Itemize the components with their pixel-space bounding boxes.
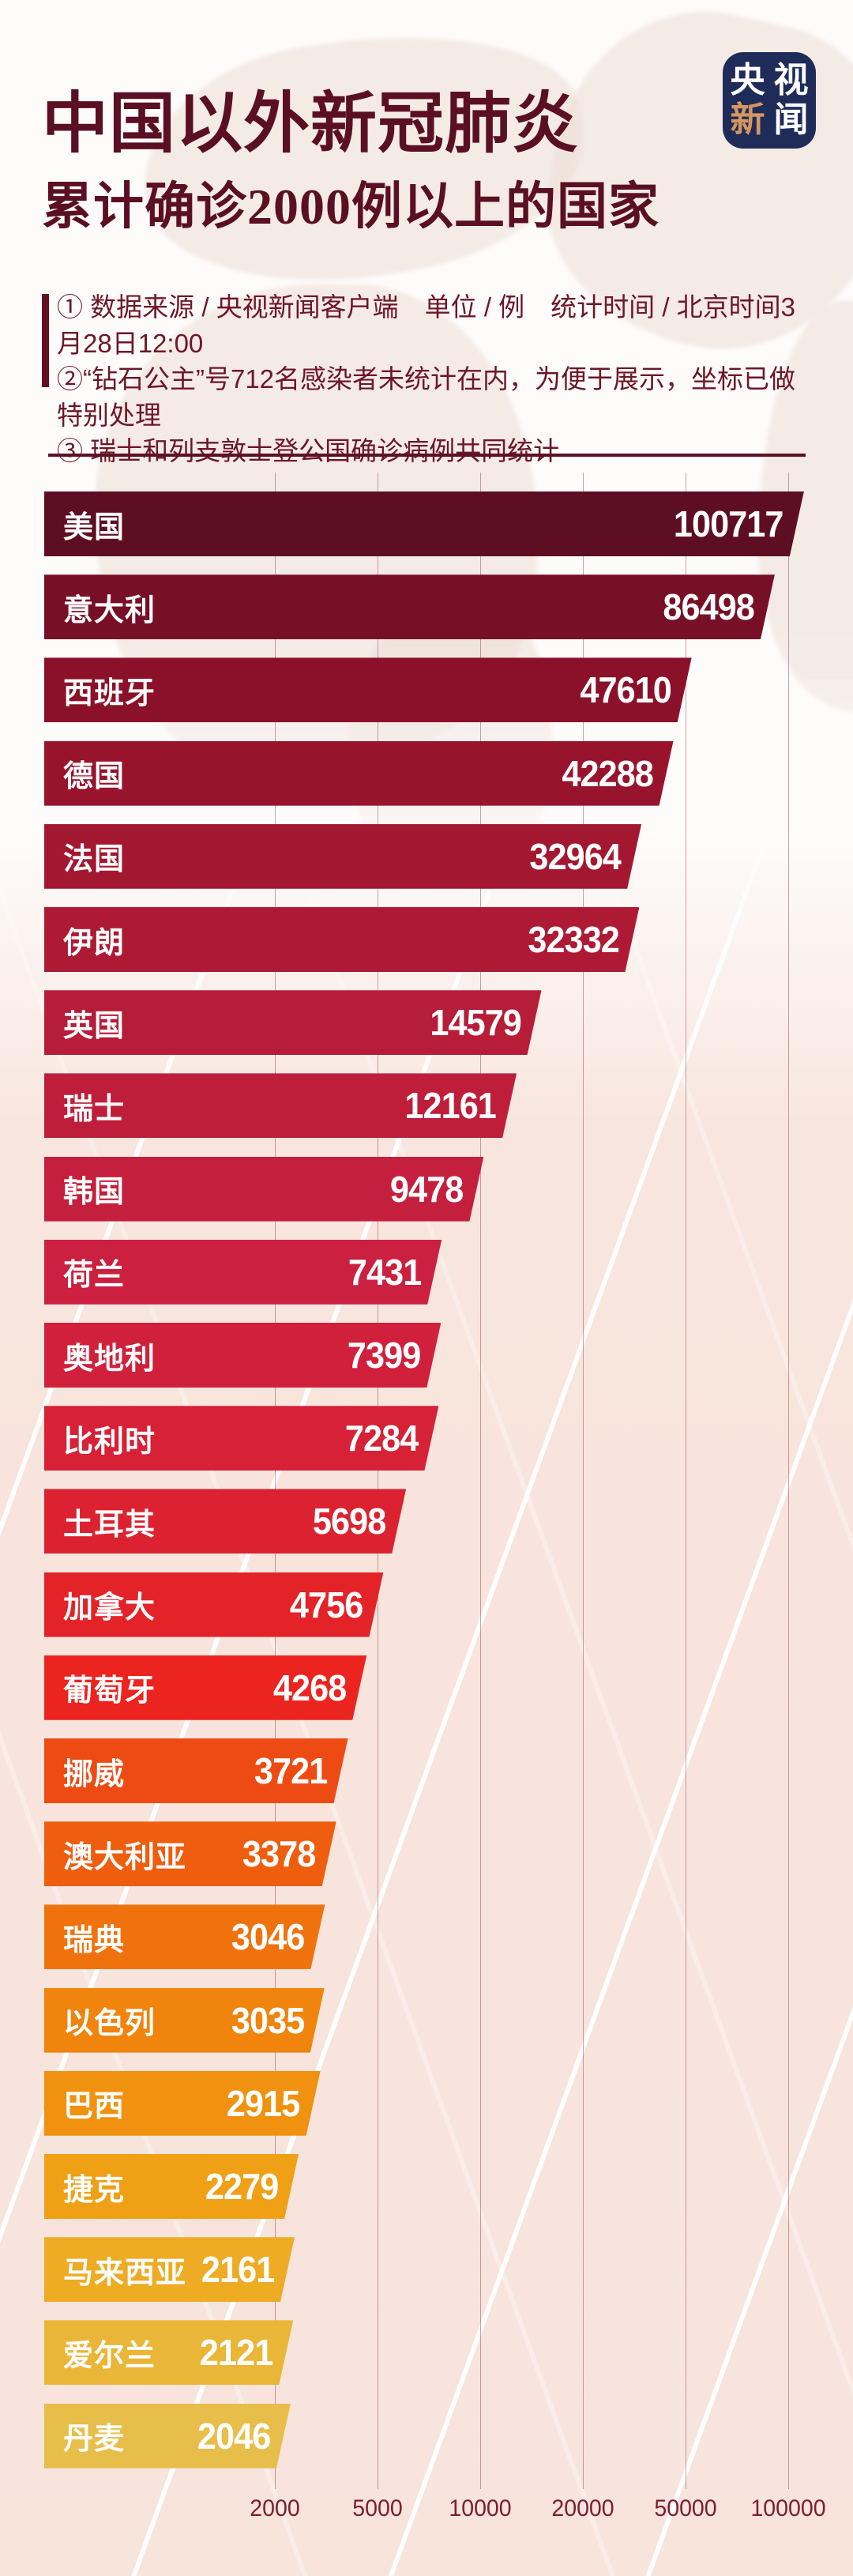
bar-row: 加拿大 4756 [44, 1572, 383, 1637]
note-line: ②“钻石公主”号712名感染者未统计在内，为便于展示，坐标已做特别处理 [57, 364, 796, 430]
country-label: 挪威 [63, 1757, 126, 1791]
bar-row: 英国 14579 [44, 990, 542, 1055]
logo-char: 央 [730, 61, 765, 100]
bar-row: 韩国 9478 [44, 1157, 483, 1222]
note-line: ③ 瑞士和列支敦士登公国确诊病例共同统计 [57, 436, 560, 465]
notes-accent-bar [42, 294, 49, 387]
value-label: 100717 [674, 503, 783, 544]
country-label: 马来西亚 [63, 2256, 187, 2290]
bar-row: 法国 32964 [44, 824, 641, 889]
header-divider [48, 454, 806, 457]
country-label: 韩国 [63, 1176, 126, 1210]
page-title-line1: 中国以外新冠肺炎 [42, 88, 580, 161]
value-label: 2279 [205, 2166, 279, 2207]
bar-row: 奥地利 7399 [44, 1323, 441, 1388]
axis-tick-label: 5000 [352, 2495, 403, 2521]
bar-row: 德国 42288 [44, 741, 674, 806]
axis-gridline [480, 473, 481, 2489]
country-label: 伊朗 [63, 926, 126, 960]
country-label: 美国 [63, 510, 126, 544]
country-label: 巴西 [63, 2090, 126, 2124]
value-label: 9478 [389, 1168, 464, 1210]
value-label: 7431 [348, 1251, 422, 1293]
value-label: 3035 [231, 1999, 304, 2041]
value-label: 14579 [429, 1002, 521, 1044]
bar-row: 马来西亚 2161 [44, 2237, 295, 2302]
country-label: 土耳其 [63, 1508, 156, 1542]
value-label: 3046 [231, 1916, 305, 1958]
bar-row: 以色列 3035 [44, 1988, 325, 2053]
value-label: 5698 [312, 1501, 386, 1542]
country-label: 瑞士 [63, 1092, 126, 1126]
cctv-news-logo: 央 视 新 闻 [723, 52, 816, 149]
value-label: 4756 [289, 1584, 363, 1625]
bar-row: 葡萄牙 4268 [44, 1655, 366, 1720]
value-label: 42288 [562, 752, 653, 794]
value-label: 32964 [529, 835, 622, 877]
bar-row: 瑞典 3046 [44, 1904, 325, 1969]
country-label: 意大利 [63, 593, 156, 627]
country-label: 西班牙 [63, 676, 156, 710]
bar-row: 土耳其 5698 [44, 1489, 406, 1554]
country-label: 捷克 [63, 2173, 126, 2207]
bar-row: 美国 100717 [44, 491, 804, 556]
note-line: ① 数据来源 / 央视新闻客户端 单位 / 例 统计时间 / 北京时间3月28日… [57, 292, 796, 358]
logo-char: 新 [730, 100, 765, 139]
notes-block: ① 数据来源 / 央视新闻客户端 单位 / 例 统计时间 / 北京时间3月28日… [57, 289, 815, 469]
country-label: 澳大利亚 [63, 1840, 187, 1874]
bar-row: 瑞士 12161 [44, 1073, 517, 1138]
value-label: 12161 [404, 1085, 497, 1127]
value-label: 32332 [527, 919, 619, 960]
bar-row: 西班牙 47610 [44, 657, 692, 722]
bar-row: 意大利 86498 [44, 574, 775, 639]
bar-row: 丹麦 2046 [44, 2404, 291, 2469]
value-label: 3378 [242, 1833, 316, 1875]
bar-row: 捷克 2279 [44, 2154, 299, 2219]
axis-tick-label: 10000 [449, 2495, 512, 2521]
value-label: 2915 [227, 2082, 300, 2124]
value-label: 86498 [663, 586, 754, 628]
value-label: 47610 [580, 669, 671, 711]
bar-row: 荷兰 7431 [44, 1240, 442, 1305]
country-label: 德国 [63, 760, 126, 794]
axis-tick-label: 50000 [654, 2495, 717, 2521]
page-title-line2: 累计确诊2000例以上的国家 [42, 179, 659, 235]
bar-row: 巴西 2915 [44, 2071, 321, 2136]
country-label: 瑞典 [63, 1923, 126, 1957]
bar-row: 比利时 7284 [44, 1406, 438, 1471]
value-label: 7284 [344, 1418, 419, 1459]
country-label: 葡萄牙 [63, 1674, 156, 1708]
bar-row: 伊朗 32332 [44, 907, 639, 972]
bar-row: 爱尔兰 2121 [44, 2320, 293, 2385]
country-label: 爱尔兰 [63, 2339, 156, 2373]
value-label: 2121 [199, 2332, 273, 2374]
axis-gridline [583, 473, 584, 2489]
country-label: 法国 [63, 843, 126, 877]
value-label: 2046 [197, 2415, 270, 2457]
bar-row: 挪威 3721 [44, 1738, 348, 1803]
axis-gridline [275, 473, 276, 2489]
axis-tick-label: 100000 [750, 2495, 826, 2521]
value-label: 4268 [272, 1666, 347, 1708]
country-label: 以色列 [63, 2007, 156, 2041]
country-label: 荷兰 [63, 1259, 126, 1293]
axis-tick-label: 20000 [551, 2495, 614, 2521]
country-label: 英国 [63, 1009, 126, 1043]
country-label: 比利时 [63, 1425, 156, 1459]
country-label: 奥地利 [63, 1342, 156, 1376]
logo-char: 闻 [773, 100, 809, 139]
logo-char: 视 [773, 61, 809, 100]
axis-gridline [788, 473, 789, 2489]
value-label: 7399 [347, 1335, 421, 1376]
axis-tick-label: 2000 [250, 2495, 300, 2521]
value-label: 2161 [201, 2249, 274, 2291]
country-label: 加拿大 [63, 1591, 156, 1625]
country-label: 丹麦 [63, 2423, 126, 2457]
value-label: 3721 [254, 1750, 328, 1791]
bar-row: 澳大利亚 3378 [44, 1821, 336, 1886]
